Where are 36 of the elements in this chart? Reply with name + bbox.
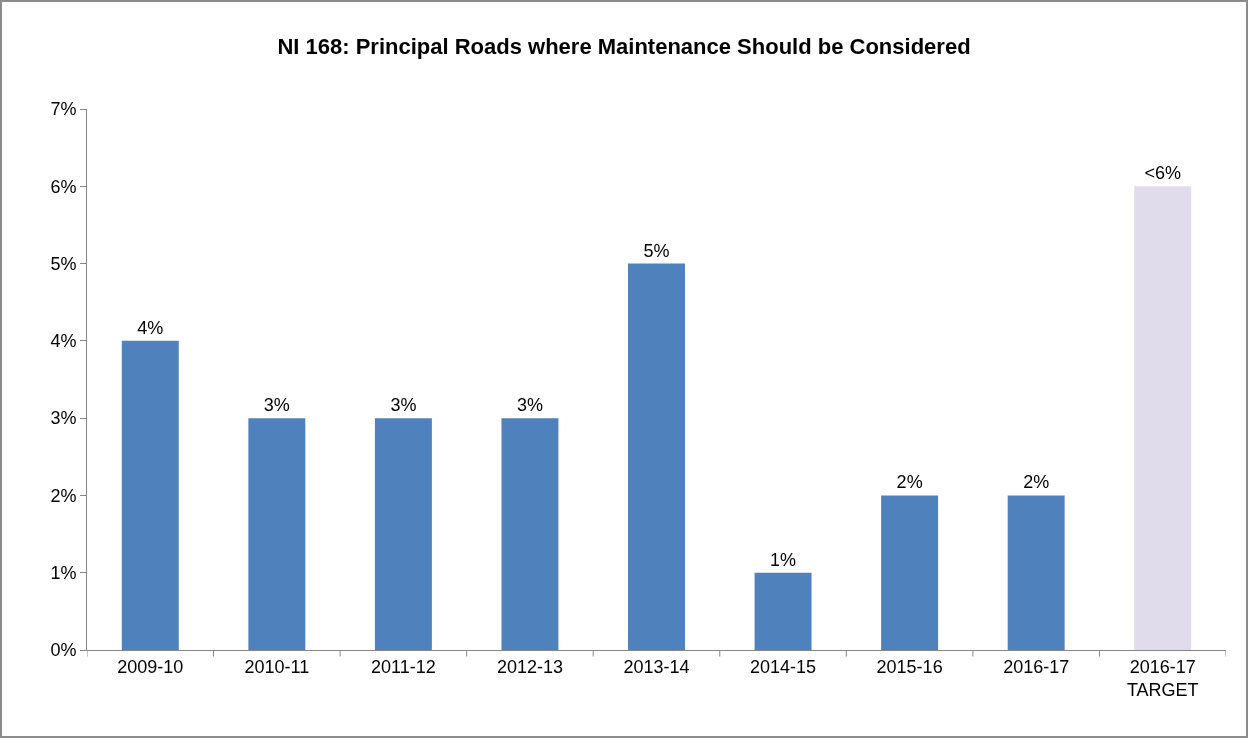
y-tick-label: 0% xyxy=(50,640,77,661)
x-tick-label: 2014-15 xyxy=(750,656,817,677)
x-tick-label: 2016-17 xyxy=(1003,656,1070,677)
bar xyxy=(121,340,179,650)
bar xyxy=(501,418,559,650)
bar xyxy=(1134,186,1192,650)
y-tick-label: 5% xyxy=(50,253,77,274)
x-tick-label: 2013-14 xyxy=(623,656,690,677)
x-tick-label: 2009-10 xyxy=(117,656,184,677)
data-label: 3% xyxy=(263,395,290,416)
x-tick-label: 2012-13 xyxy=(496,656,563,677)
data-label: <6% xyxy=(1144,163,1181,184)
bar xyxy=(628,263,685,650)
data-label: 1% xyxy=(770,549,797,570)
y-tick-label: 1% xyxy=(50,563,77,584)
x-tick-label: 2015-16 xyxy=(876,656,943,677)
y-tick-label: 7% xyxy=(50,99,77,120)
y-tick-label: 2% xyxy=(50,485,77,506)
data-label: 5% xyxy=(643,240,670,261)
data-label: 4% xyxy=(137,317,164,338)
data-label: 2% xyxy=(896,472,923,493)
data-label: 3% xyxy=(390,395,417,416)
y-tick-label: 4% xyxy=(50,331,77,352)
data-label: 2% xyxy=(1023,472,1050,493)
x-tick-label: 2016-17 TARGET xyxy=(1126,656,1199,700)
x-tick-label: 2011-12 xyxy=(371,656,436,677)
x-tick-label: 2010-11 xyxy=(244,656,310,677)
data-label: 3% xyxy=(516,395,543,416)
y-tick-label: 3% xyxy=(50,408,77,429)
bar xyxy=(374,418,432,650)
bar xyxy=(1007,495,1065,650)
bar xyxy=(248,418,306,650)
bar xyxy=(754,572,812,650)
chart-title: NI 168: Principal Roads where Maintenance Should be Considered xyxy=(277,34,971,60)
bar xyxy=(881,495,939,650)
y-tick-label: 6% xyxy=(50,176,77,197)
